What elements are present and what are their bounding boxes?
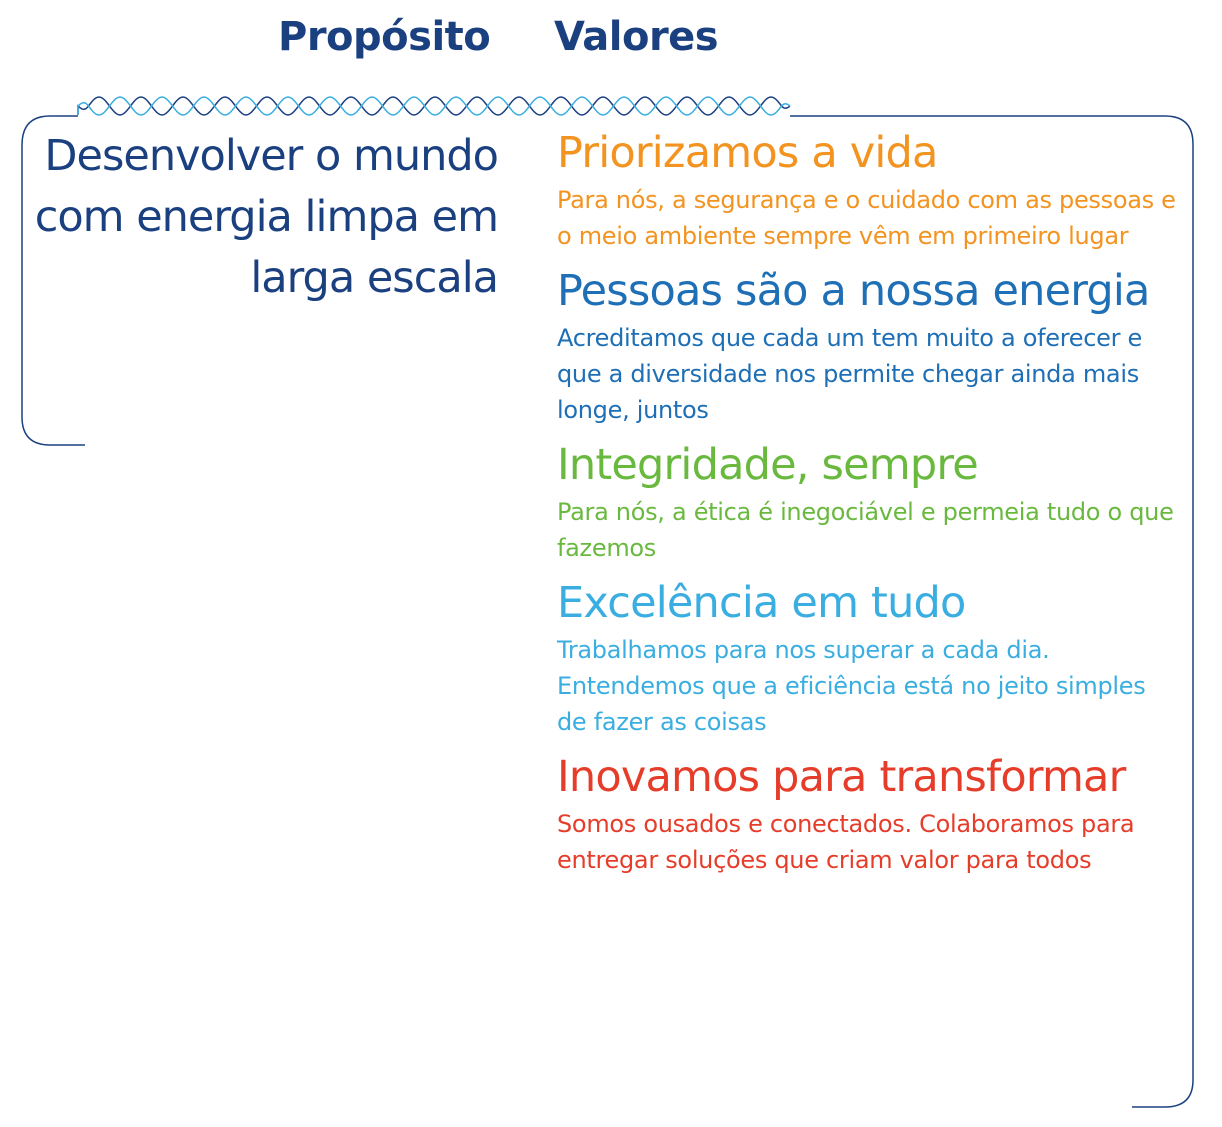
value-title: Pessoas são a nossa energia (557, 266, 1150, 316)
value-text: Somos ousados e conectados. Colaboramos … (557, 810, 1135, 874)
value-text: Para nós, a segurança e o cuidado com as… (557, 186, 1176, 250)
values-list: Priorizamos a vida Para nós, a segurança … (557, 124, 1177, 886)
value-text: Trabalhamos para nos superar a cada dia.… (557, 636, 1146, 736)
value-item: Pessoas são a nossa energia Acreditamos q… (557, 262, 1177, 428)
purpose-heading: Propósito (278, 14, 491, 60)
value-item: Inovamos para transformar Somos ousados e… (557, 748, 1177, 878)
value-title: Priorizamos a vida (557, 128, 938, 178)
purpose-text: Desenvolver o mundo com energia limpa em… (34, 131, 499, 303)
value-item: Integridade, sempre Para nós, a ética é i… (557, 436, 1177, 566)
value-item: Excelência em tudo Trabalhamos para nos s… (557, 574, 1177, 740)
values-heading: Valores (554, 14, 719, 60)
value-title: Inovamos para transformar (557, 752, 1126, 802)
value-text: Para nós, a ética é inegociável e permei… (557, 498, 1174, 562)
value-title: Excelência em tudo (557, 578, 966, 628)
value-title: Integridade, sempre (557, 440, 979, 490)
value-text: Acreditamos que cada um tem muito a ofer… (557, 324, 1142, 424)
value-item: Priorizamos a vida Para nós, a segurança … (557, 124, 1177, 254)
